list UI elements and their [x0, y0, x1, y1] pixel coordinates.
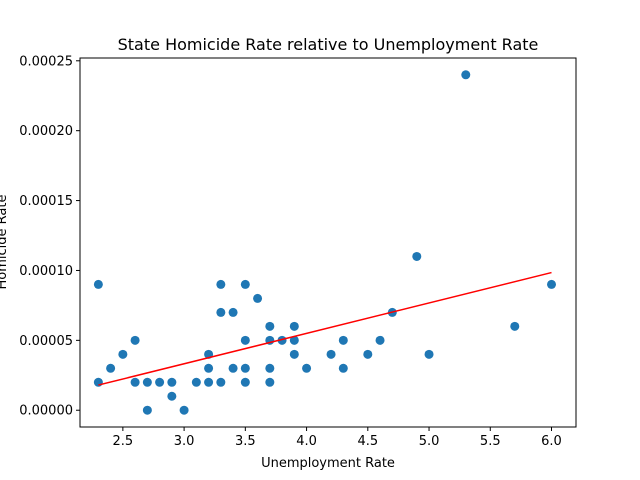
data-point [191, 377, 201, 387]
data-point [118, 349, 128, 359]
data-point [338, 363, 348, 373]
y-tick-label: 0.00000 [19, 404, 73, 419]
data-point [216, 307, 226, 317]
data-point [130, 335, 140, 345]
data-point [216, 377, 226, 387]
plot-frame [79, 57, 577, 428]
y-tick-label: 0.00025 [19, 54, 73, 69]
data-point [240, 335, 250, 345]
data-point [326, 349, 336, 359]
x-axis-label: Unemployment Rate [261, 456, 395, 471]
data-point [204, 377, 214, 387]
data-point [461, 70, 471, 80]
data-point [155, 377, 165, 387]
x-tick-label: 6.0 [541, 434, 562, 449]
data-point [179, 405, 189, 415]
x-tick-label: 5.5 [480, 434, 501, 449]
trend-line [98, 271, 552, 386]
data-point [302, 363, 312, 373]
data-point [289, 321, 299, 331]
x-tick-label: 3.0 [174, 434, 195, 449]
x-tick-label: 4.0 [296, 434, 317, 449]
data-point [142, 405, 152, 415]
data-point [167, 391, 177, 401]
y-tick-label: 0.00010 [19, 264, 73, 279]
y-tick-label: 0.00005 [19, 334, 73, 349]
y-axis-label: Homicide Rate [0, 195, 10, 290]
x-tick-label: 3.5 [235, 434, 256, 449]
data-point [240, 377, 250, 387]
x-tick-label: 5.0 [419, 434, 440, 449]
data-point [93, 279, 103, 289]
data-point [204, 363, 214, 373]
data-point [228, 307, 238, 317]
data-point [130, 377, 140, 387]
data-point [106, 363, 116, 373]
data-point [142, 377, 152, 387]
data-point [547, 279, 557, 289]
chart-title: State Homicide Rate relative to Unemploy… [118, 35, 539, 54]
plot-area [93, 70, 557, 415]
y-axis: 0.00000 0.00005 0.00010 0.00015 0.00020 0.000… [19, 54, 80, 419]
data-point [338, 335, 348, 345]
data-point [216, 279, 226, 289]
x-axis: 2.5 3.0 3.5 4.0 4.5 5.0 5.5 6.0 [113, 427, 562, 449]
data-point [363, 349, 373, 359]
x-tick-label: 2.5 [113, 434, 134, 449]
data-point [167, 377, 177, 387]
data-point [265, 377, 275, 387]
data-point [265, 363, 275, 373]
data-point [277, 335, 287, 345]
data-point [289, 335, 299, 345]
x-tick-label: 4.5 [357, 434, 378, 449]
data-point [240, 363, 250, 373]
data-point [265, 321, 275, 331]
data-point [289, 349, 299, 359]
y-tick-label: 0.00020 [19, 124, 73, 139]
data-point [510, 321, 520, 331]
data-point [240, 279, 250, 289]
y-tick-label: 0.00015 [19, 194, 73, 209]
data-point [424, 349, 434, 359]
data-point [228, 363, 238, 373]
data-point [375, 335, 385, 345]
data-point [93, 377, 103, 387]
data-point [412, 251, 422, 261]
data-point [253, 293, 263, 303]
